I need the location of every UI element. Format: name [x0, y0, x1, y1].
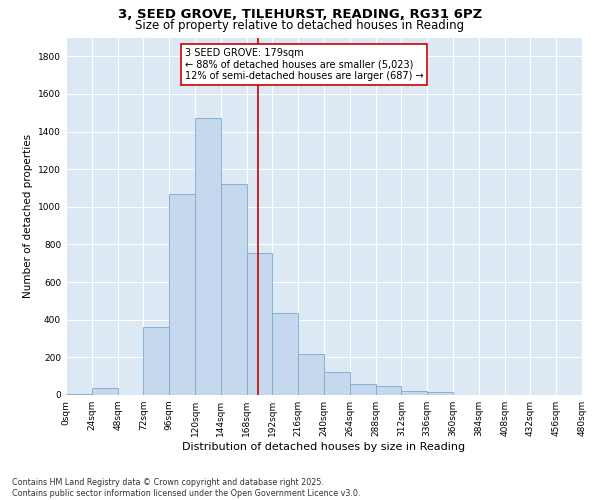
Bar	[427, 392, 453, 395]
Bar	[298, 354, 324, 395]
Text: 3 SEED GROVE: 179sqm
← 88% of detached houses are smaller (5,023)
12% of semi-de: 3 SEED GROVE: 179sqm ← 88% of detached h…	[185, 48, 424, 82]
Bar	[350, 384, 376, 395]
Bar	[169, 194, 195, 395]
Bar	[195, 118, 221, 395]
X-axis label: Distribution of detached houses by size in Reading: Distribution of detached houses by size …	[182, 442, 466, 452]
Text: Contains HM Land Registry data © Crown copyright and database right 2025.
Contai: Contains HM Land Registry data © Crown c…	[12, 478, 361, 498]
Bar	[376, 386, 401, 395]
Bar	[247, 253, 272, 395]
Bar	[221, 184, 247, 395]
Text: 3, SEED GROVE, TILEHURST, READING, RG31 6PZ: 3, SEED GROVE, TILEHURST, READING, RG31 …	[118, 8, 482, 20]
Y-axis label: Number of detached properties: Number of detached properties	[23, 134, 32, 298]
Bar	[143, 328, 169, 395]
Bar	[324, 372, 350, 395]
Text: Size of property relative to detached houses in Reading: Size of property relative to detached ho…	[136, 19, 464, 32]
Bar	[401, 391, 427, 395]
Bar	[92, 388, 118, 395]
Bar	[272, 313, 298, 395]
Bar	[66, 394, 92, 395]
